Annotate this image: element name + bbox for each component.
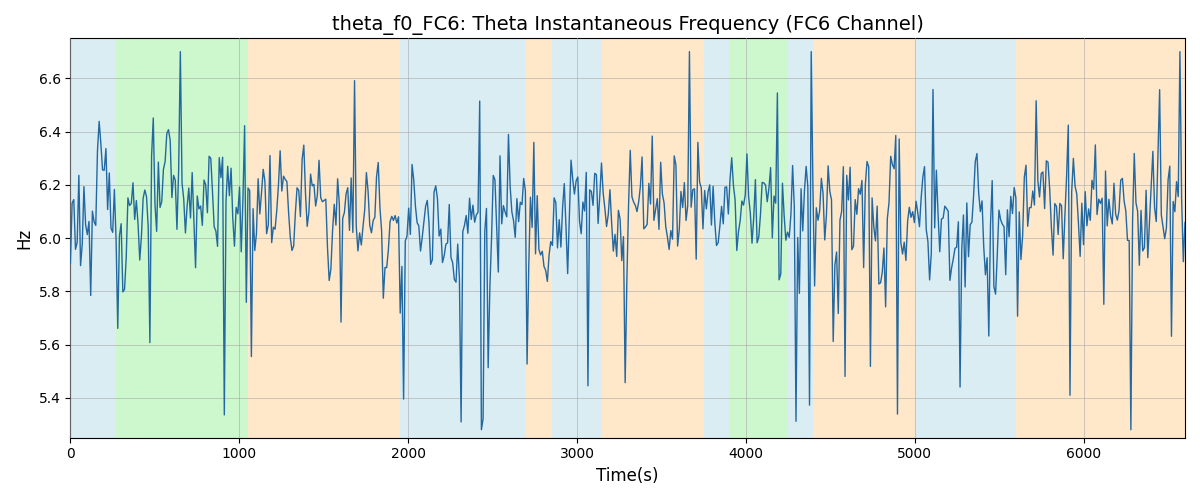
Bar	[602, 38, 703, 438]
Bar	[1016, 38, 1186, 438]
Bar	[71, 38, 116, 438]
Bar	[788, 38, 814, 438]
Bar	[400, 38, 527, 438]
Bar	[527, 38, 552, 438]
Bar	[116, 38, 247, 438]
Bar	[703, 38, 730, 438]
Bar	[247, 38, 400, 438]
Y-axis label: Hz: Hz	[14, 228, 32, 248]
Bar	[552, 38, 602, 438]
Bar	[914, 38, 1016, 438]
Title: theta_f0_FC6: Theta Instantaneous Frequency (FC6 Channel): theta_f0_FC6: Theta Instantaneous Freque…	[331, 15, 924, 35]
X-axis label: Time(s): Time(s)	[596, 467, 659, 485]
Bar	[730, 38, 788, 438]
Bar	[814, 38, 914, 438]
